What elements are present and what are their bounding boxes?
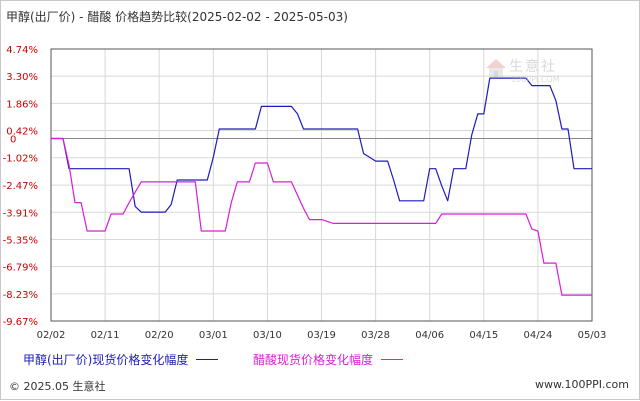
series-line-1 <box>51 77 592 213</box>
y-tick-label: -8.23% <box>3 290 38 301</box>
x-tick-label: 03/28 <box>361 330 390 341</box>
y-tick-label: 4.74% <box>6 45 38 56</box>
footer-site-link[interactable]: www.100PPI.com <box>535 378 629 391</box>
x-tick-label: 04/24 <box>523 330 552 341</box>
chart-title: 甲醇(出厂价) - 醋酸 价格趋势比较(2025-02-02 - 2025-05… <box>6 10 348 24</box>
legend-item-series-1: 甲醇(出厂价)现货价格变化幅度 <box>23 351 219 368</box>
y-tick-label: -2.47% <box>3 181 38 192</box>
x-tick-label: 04/15 <box>469 330 498 341</box>
y-tick-label: 0.42% <box>6 127 38 138</box>
footer-copyright: © 2025.05 生意社 <box>9 380 106 393</box>
x-tick-label: 03/10 <box>253 330 282 341</box>
x-tick-label: 02/02 <box>37 330 66 341</box>
legend-swatch-series-1 <box>196 359 219 360</box>
x-tick-label: 03/19 <box>307 330 336 341</box>
y-tick-label: -9.67% <box>3 317 38 328</box>
x-tick-label: 04/06 <box>415 330 444 341</box>
x-tick-label: 02/20 <box>145 330 174 341</box>
legend-label-series-1: 甲醇(出厂价)现货价格变化幅度 <box>23 353 189 367</box>
series-line-2 <box>51 137 592 296</box>
watermark: 生意社 100PPI.COM <box>483 56 578 88</box>
y-tick-label: -1.02% <box>3 154 38 165</box>
x-tick-label: 05/03 <box>578 330 607 341</box>
series-layer <box>51 77 592 296</box>
legend-label-series-2: 醋酸现货价格变化幅度 <box>253 353 374 367</box>
legend-item-series-2: 醋酸现货价格变化幅度 <box>253 351 404 368</box>
zero-label: 0 <box>10 134 16 145</box>
x-tick-label: 02/11 <box>91 330 120 341</box>
y-tick-label: -5.35% <box>3 235 38 246</box>
y-tick-label: 3.30% <box>6 72 38 83</box>
x-tick-label: 03/01 <box>199 330 228 341</box>
y-tick-label: -3.91% <box>3 208 38 219</box>
watermark-text: 生意社 <box>509 59 557 75</box>
y-tick-label: -6.79% <box>3 263 38 274</box>
plot-border <box>50 48 593 322</box>
watermark-subtext: 100PPI.COM <box>511 75 560 84</box>
label-layer: 4.74% 3.30% 1.86% 0.42% -1.02% -2.47% -3.91% -5… <box>3 45 607 341</box>
legend-swatch-series-2 <box>381 359 404 360</box>
house-logo-icon <box>486 59 506 77</box>
axis-layer <box>50 48 593 322</box>
y-tick-label: 1.86% <box>6 99 38 110</box>
